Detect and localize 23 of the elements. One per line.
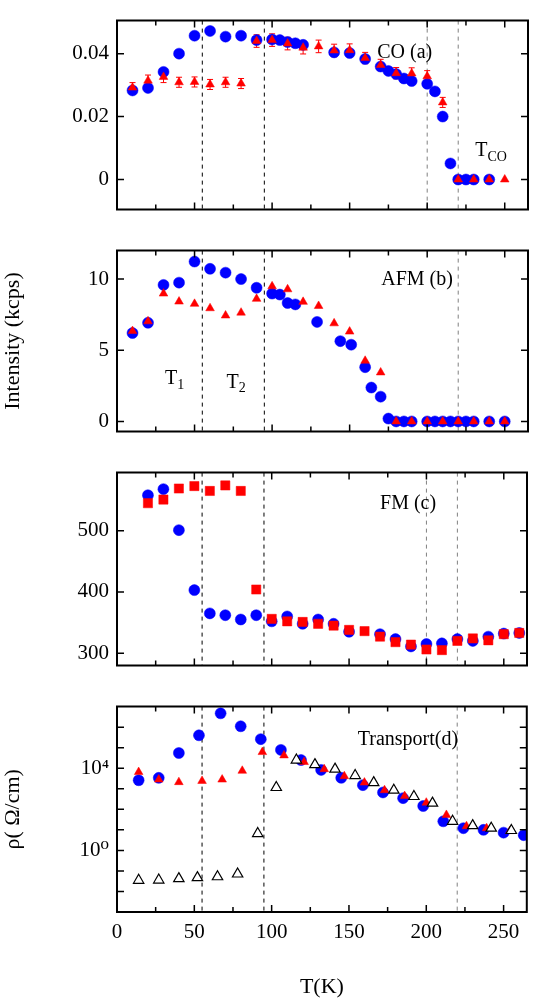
y-tick-label: 10⁰ bbox=[79, 836, 109, 861]
x-tick-label: 250 bbox=[487, 919, 520, 944]
annotation: Transport(d) bbox=[357, 726, 459, 750]
y-tick-label: 0.04 bbox=[72, 40, 110, 65]
y-tick-label: 500 bbox=[77, 517, 109, 542]
x-tick-label: 50 bbox=[183, 919, 205, 944]
y-tick-label: 400 bbox=[77, 578, 109, 603]
y-axis-title: Intensity (kcps) bbox=[0, 272, 24, 410]
y-tick-label: 0 bbox=[98, 166, 109, 191]
annotation: CO (a) bbox=[377, 39, 433, 63]
x-axis-title: T(K) bbox=[299, 972, 344, 998]
y-axis-title: ρ( Ω/cm) bbox=[0, 769, 24, 850]
annotation: FM (c) bbox=[380, 490, 437, 514]
y-tick-label: 10 bbox=[88, 265, 109, 290]
y-tick-label: 0.02 bbox=[72, 103, 109, 128]
y-tick-label: 0 bbox=[98, 407, 109, 432]
y-tick-label: 300 bbox=[77, 639, 109, 664]
x-tick-label: 100 bbox=[255, 919, 288, 944]
y-tick-label: 10⁴ bbox=[80, 754, 109, 779]
y-tick-label: 5 bbox=[98, 336, 109, 361]
x-tick-label: 200 bbox=[410, 919, 443, 944]
x-tick-label: 150 bbox=[333, 919, 365, 944]
annotation: AFM (b) bbox=[381, 266, 453, 290]
